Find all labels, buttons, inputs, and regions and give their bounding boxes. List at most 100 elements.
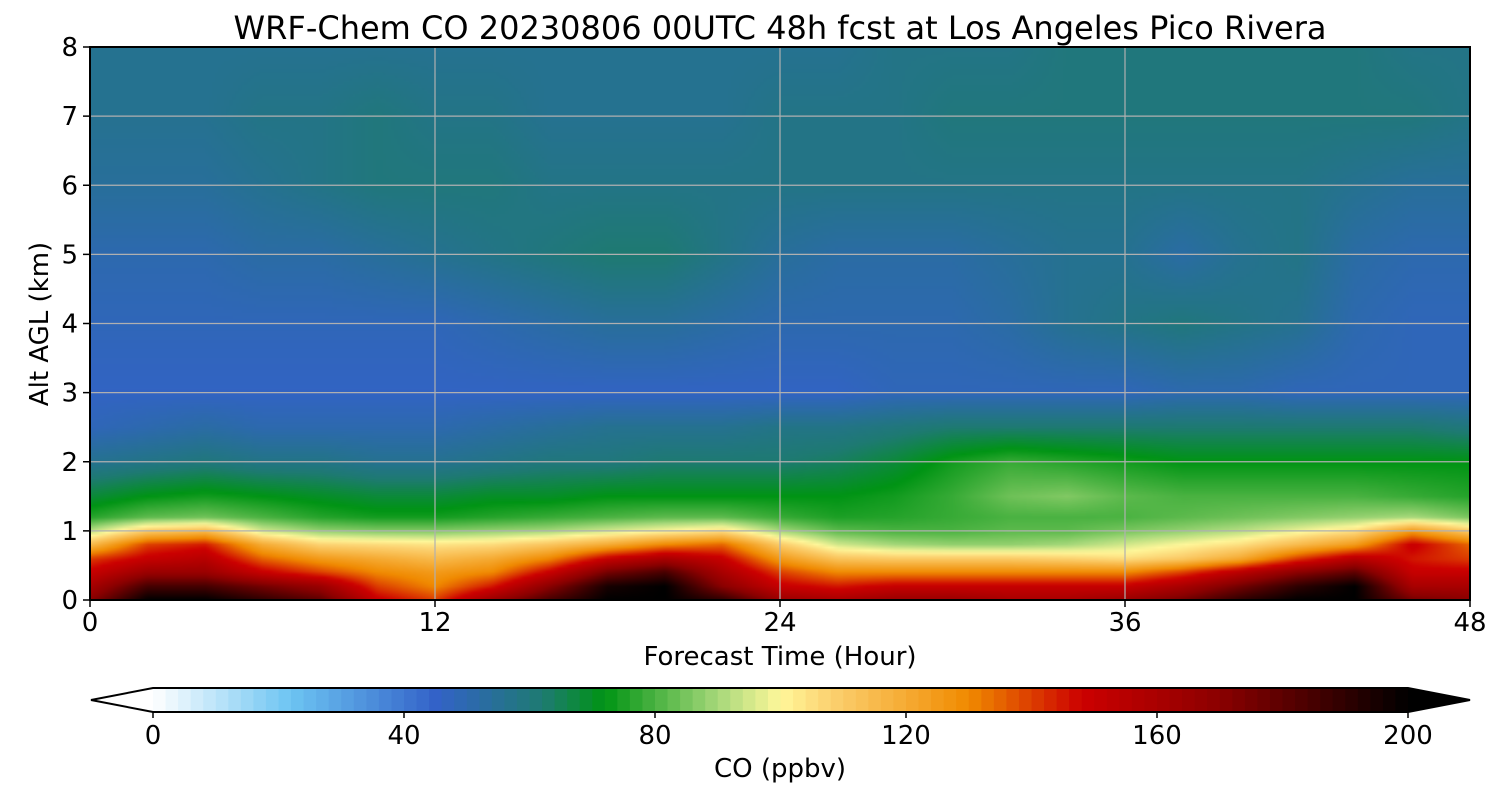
colorbar-segment [1257, 688, 1271, 712]
colorbar-segment [767, 688, 782, 712]
colorbar-segment [805, 688, 819, 712]
colorbar-segment [1069, 688, 1083, 712]
colorbar-segment [1006, 688, 1020, 712]
colorbar-segment [454, 688, 468, 712]
colorbar-segment [918, 688, 932, 712]
colorbar-tick-label: 40 [387, 721, 420, 751]
colorbar-segment [968, 688, 982, 712]
chart-title: WRF-Chem CO 20230806 00UTC 48h fcst at L… [234, 9, 1327, 47]
colorbar-segment [190, 688, 204, 712]
colorbar-segment [1182, 688, 1196, 712]
colorbar-segment [1282, 688, 1296, 712]
colorbar-segment [755, 688, 769, 712]
colorbar-segment [730, 688, 744, 712]
colorbar-segment [1144, 688, 1158, 712]
colorbar-segment [705, 688, 719, 712]
colorbar-segment [278, 688, 292, 712]
colorbar-segment [880, 688, 895, 712]
colorbar-extend-max [1408, 688, 1470, 712]
colorbar-segment [742, 688, 756, 712]
colorbar-tick-label: 200 [1383, 721, 1433, 751]
colorbar-segment [1345, 688, 1359, 712]
colorbar-segment [1320, 688, 1334, 712]
colorbar-segment [855, 688, 869, 712]
y-tick-label: 0 [61, 586, 78, 616]
colorbar-segment [353, 688, 367, 712]
colorbar-segment [642, 688, 656, 712]
colorbar-segment [717, 688, 731, 712]
colorbar-segment [780, 688, 794, 712]
colorbar-segment [793, 688, 807, 712]
colorbar-segment [906, 688, 920, 712]
colorbar-segment [215, 688, 229, 712]
y-tick-label: 6 [61, 171, 78, 201]
colorbar-segment [692, 688, 706, 712]
colorbar-segment [479, 688, 493, 712]
colorbar-segment [203, 688, 217, 712]
colorbar-segment [993, 688, 1007, 712]
colorbar-segment [868, 688, 882, 712]
grid-lines [90, 47, 1470, 600]
colorbar-segment [1357, 688, 1371, 712]
colorbar-segment [604, 688, 618, 712]
colorbar-segment [956, 688, 970, 712]
colorbar-segment [366, 688, 380, 712]
y-tick-label: 1 [61, 517, 78, 547]
plot-area [89, 46, 1471, 601]
colorbar-segment [529, 688, 543, 712]
x-tick-label: 0 [82, 608, 99, 638]
colorbar-segment [567, 688, 581, 712]
y-axis-label: Alt AGL (km) [25, 242, 55, 406]
y-tick-label: 4 [61, 310, 78, 340]
colorbar-segment [1295, 688, 1309, 712]
colorbar-segment [1232, 688, 1246, 712]
colorbar-ticks: 0 40 80 120 160 200 [145, 712, 1433, 751]
x-tick-label: 24 [763, 608, 796, 638]
colorbar-segment [291, 688, 305, 712]
x-tick-label: 36 [1108, 608, 1141, 638]
colorbar-segment [579, 688, 593, 712]
colorbar-segment [680, 688, 694, 712]
colorbar-segment [316, 688, 330, 712]
colorbar-segment [655, 688, 669, 712]
colorbar: 0 40 80 120 160 200 CO (ppbv) [90, 687, 1471, 784]
colorbar-segment [843, 688, 857, 712]
colorbar-segment [1207, 688, 1221, 712]
colorbar-tick-label: 80 [638, 721, 671, 751]
colorbar-segment [830, 688, 844, 712]
colorbar-segment [1219, 688, 1233, 712]
colorbar-segment [1307, 688, 1321, 712]
colorbar-segment [1194, 688, 1208, 712]
colorbar-segment [893, 688, 907, 712]
colorbar-segment [416, 688, 430, 712]
y-tick-label: 3 [61, 379, 78, 409]
colorbar-segment [516, 688, 531, 712]
colorbar-segment [441, 688, 455, 712]
y-tick-label: 7 [61, 102, 78, 132]
colorbar-segment [265, 688, 280, 712]
colorbar-segment [617, 688, 631, 712]
y-axis: 0 1 2 3 4 5 6 7 8 [61, 33, 90, 616]
colorbar-segment [153, 688, 167, 712]
colorbar-segment [504, 688, 518, 712]
colorbar-segment [1244, 688, 1258, 712]
colorbar-tick-label: 160 [1132, 721, 1182, 751]
colorbar-segment [391, 688, 405, 712]
colorbar-segment [554, 688, 568, 712]
colorbar-segment [165, 688, 179, 712]
colorbar-segment [542, 688, 556, 712]
colorbar-segment [240, 688, 254, 712]
colorbar-segment [1332, 688, 1346, 712]
colorbar-segment [491, 688, 505, 712]
colorbar-segment [1119, 688, 1133, 712]
colorbar-segment [1018, 688, 1033, 712]
colorbar-segment [981, 688, 995, 712]
colorbar-segment [943, 688, 957, 712]
colorbar-segment [1031, 688, 1045, 712]
colorbar-segment [818, 688, 832, 712]
colorbar-segment [1106, 688, 1120, 712]
x-axis-label: Forecast Time (Hour) [643, 642, 916, 672]
colorbar-segment [253, 688, 267, 712]
colorbar-label: CO (ppbv) [714, 754, 846, 784]
